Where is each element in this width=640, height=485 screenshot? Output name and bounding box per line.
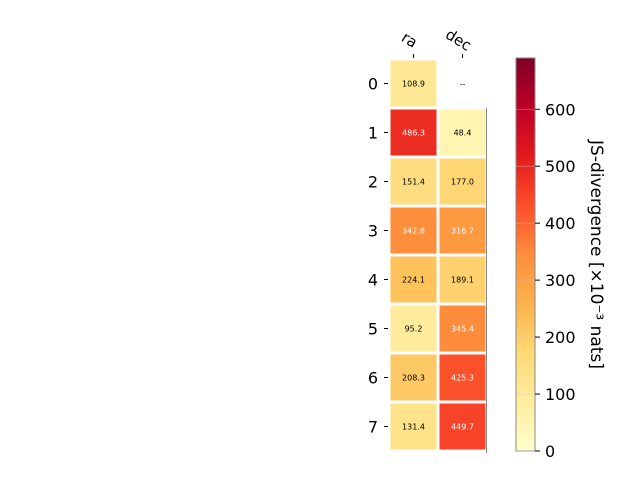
colorbar-tick-label-100: 100 <box>545 385 576 404</box>
colorbar-tick-label-200: 200 <box>545 328 576 347</box>
cell-label-r6-c1: 425.3 <box>451 374 474 383</box>
cell-label-r0-c1: -- <box>460 80 466 89</box>
cell-label-r0-c0: 108.9 <box>402 80 425 89</box>
colorbar-tick-label-300: 300 <box>545 271 576 290</box>
cell-label-r2-c1: 177.0 <box>451 178 474 187</box>
cell-label-r1-c0: 486.3 <box>402 129 425 138</box>
heatmap-cell-r4-c0 <box>387 253 440 306</box>
colorbar: 0 100 200 300 400 500 600 JS-divergence [×10⁻³ … <box>515 57 606 461</box>
y-tick-label-4: 4 <box>368 271 378 290</box>
colorbar-gradient <box>515 57 536 452</box>
x-tick-label-dec: dec <box>442 25 474 55</box>
colorbar-tick-label-0: 0 <box>545 442 555 461</box>
colorbar-tick-label-500: 500 <box>545 157 576 176</box>
y-tick-label-2: 2 <box>368 173 378 192</box>
cell-label-r7-c0: 131.4 <box>402 423 425 432</box>
heatmap-cells: 108.9 -- 486.3 48.4 151.4 177.0 342.8 316.7 224.… <box>387 57 489 453</box>
y-tick-label-6: 6 <box>368 369 378 388</box>
cell-label-r4-c0: 224.1 <box>402 276 425 285</box>
cell-label-r3-c1: 316.7 <box>451 227 474 236</box>
cell-label-r3-c0: 342.8 <box>402 227 425 236</box>
colorbar-label: JS-divergence [×10⁻³ nats] <box>586 139 606 369</box>
cell-label-r4-c1: 189.1 <box>451 276 474 285</box>
y-tick-label-1: 1 <box>368 124 378 143</box>
x-tick-label-ra: ra <box>398 28 421 51</box>
cell-label-r7-c1: 449.7 <box>451 423 474 432</box>
cell-label-r5-c1: 345.4 <box>451 325 474 334</box>
heatmap-cell-r5-c0 <box>387 302 440 355</box>
y-tick-label-5: 5 <box>368 320 378 339</box>
y-tick-label-0: 0 <box>368 75 378 94</box>
cell-label-r6-c0: 208.3 <box>402 374 425 383</box>
cell-label-r5-c0: 95.2 <box>405 325 423 334</box>
colorbar-tick-label-600: 600 <box>545 100 576 119</box>
cell-label-r2-c0: 151.4 <box>402 178 425 187</box>
y-tick-label-3: 3 <box>368 222 378 241</box>
cell-label-r1-c1: 48.4 <box>454 129 472 138</box>
colorbar-tick-label-400: 400 <box>545 214 576 233</box>
y-tick-label-7: 7 <box>368 418 378 437</box>
